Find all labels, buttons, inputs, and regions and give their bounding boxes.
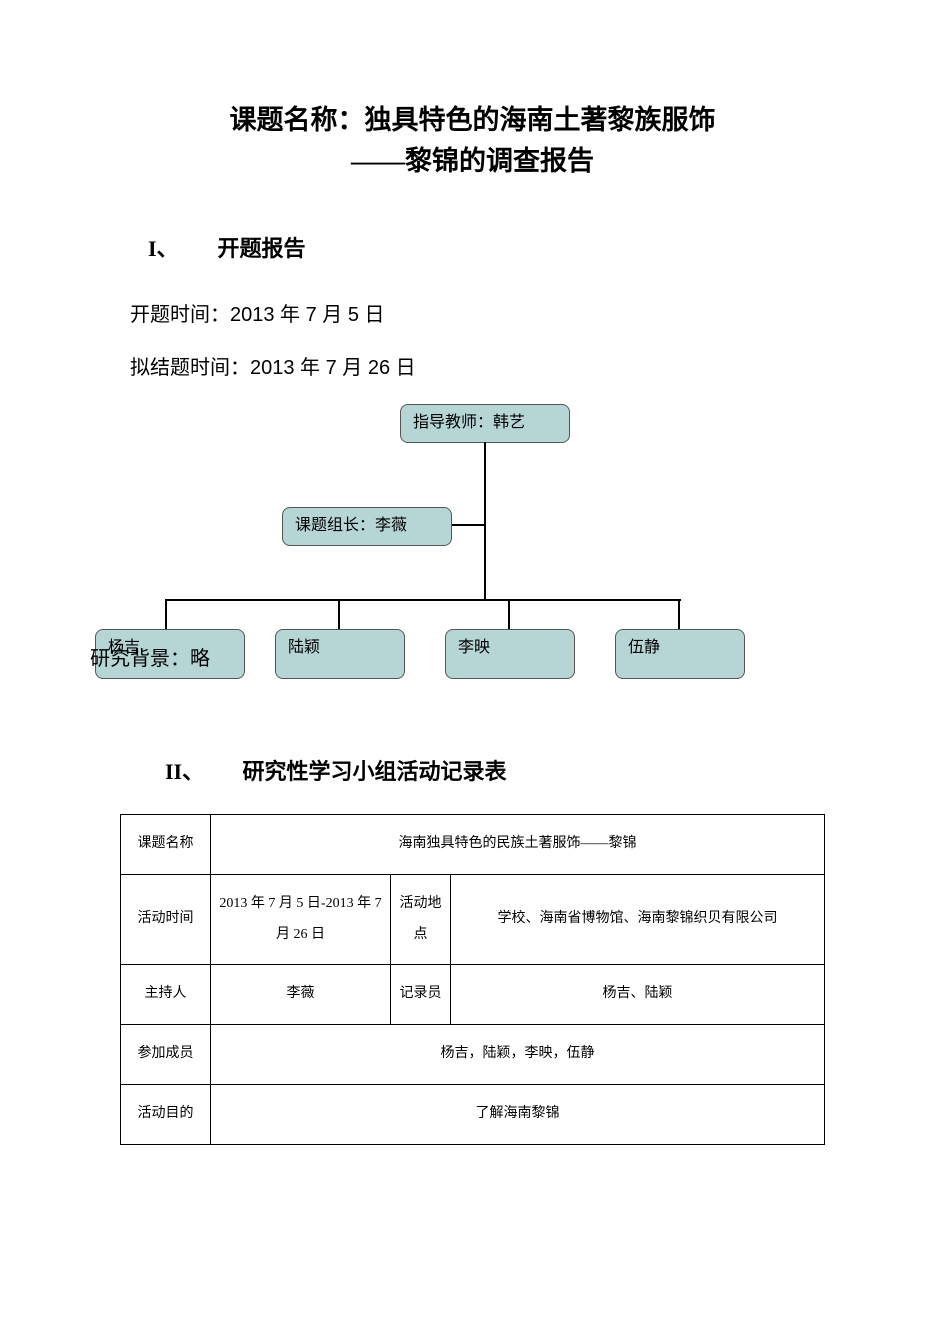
org-connector — [165, 599, 167, 629]
org-connector — [484, 442, 486, 600]
end-date-value: 2013 年 7 月 26 日 — [250, 357, 416, 379]
org-connector — [678, 599, 680, 629]
section-1-num: I、 — [148, 231, 212, 263]
org-connector — [165, 599, 681, 601]
open-date-label: 开题时间： — [130, 304, 230, 326]
cell-host-value: 李薇 — [211, 965, 391, 1025]
cell-location-value: 学校、海南省博物馆、海南黎锦织贝有限公司 — [451, 874, 825, 965]
cell-purpose-label: 活动目的 — [121, 1084, 211, 1144]
document-title: 课题名称：独具特色的海南土著黎族服饰 ——黎锦的调查报告 — [120, 100, 825, 181]
cell-members-value: 杨吉，陆颖，李映，伍静 — [211, 1025, 825, 1085]
end-date-line: 拟结题时间：2013 年 7 月 26 日 — [130, 351, 825, 380]
table-row: 活动目的 了解海南黎锦 — [121, 1084, 825, 1144]
cell-host-label: 主持人 — [121, 965, 211, 1025]
title-line-2: ——黎锦的调查报告 — [120, 141, 825, 182]
cell-topic-label: 课题名称 — [121, 815, 211, 875]
org-node-member-4: 伍静 — [615, 629, 745, 679]
activity-record-table: 课题名称 海南独具特色的民族土著服饰——黎锦 活动时间 2013 年 7 月 5… — [120, 814, 825, 1145]
cell-topic-value: 海南独具特色的民族土著服饰——黎锦 — [211, 815, 825, 875]
cell-recorder-value: 杨吉、陆颖 — [451, 965, 825, 1025]
org-chart: 指导教师：韩艺 课题组长：李薇 杨吉 陆颖 李映 伍静 研究背景：略 — [120, 404, 825, 714]
section-2-heading: II、 研究性学习小组活动记录表 — [165, 754, 825, 786]
org-connector — [452, 524, 486, 526]
research-background-text: 研究背景：略 — [90, 642, 210, 671]
cell-recorder-label: 记录员 — [391, 965, 451, 1025]
cell-members-label: 参加成员 — [121, 1025, 211, 1085]
cell-time-label: 活动时间 — [121, 874, 211, 965]
open-date-value: 2013 年 7 月 5 日 — [230, 304, 385, 326]
org-node-teacher: 指导教师：韩艺 — [400, 404, 570, 443]
open-date-line: 开题时间：2013 年 7 月 5 日 — [130, 298, 825, 327]
org-node-member-2: 陆颖 — [275, 629, 405, 679]
table-row: 参加成员 杨吉，陆颖，李映，伍静 — [121, 1025, 825, 1085]
section-2-num: II、 — [165, 754, 237, 786]
org-connector — [508, 599, 510, 629]
cell-location-label: 活动地点 — [391, 874, 451, 965]
cell-purpose-value: 了解海南黎锦 — [211, 1084, 825, 1144]
section-1-text: 开题报告 — [218, 236, 306, 261]
table-row: 主持人 李薇 记录员 杨吉、陆颖 — [121, 965, 825, 1025]
title-line-1: 课题名称：独具特色的海南土著黎族服饰 — [120, 100, 825, 141]
org-node-leader: 课题组长：李薇 — [282, 507, 452, 546]
cell-time-value: 2013 年 7 月 5 日-2013 年 7 月 26 日 — [211, 874, 391, 965]
table-row: 课题名称 海南独具特色的民族土著服饰——黎锦 — [121, 815, 825, 875]
table-row: 活动时间 2013 年 7 月 5 日-2013 年 7 月 26 日 活动地点… — [121, 874, 825, 965]
org-connector — [338, 599, 340, 629]
end-date-label: 拟结题时间： — [130, 357, 250, 379]
org-node-member-3: 李映 — [445, 629, 575, 679]
section-2-text: 研究性学习小组活动记录表 — [243, 759, 507, 784]
section-1-heading: I、 开题报告 — [148, 231, 825, 263]
